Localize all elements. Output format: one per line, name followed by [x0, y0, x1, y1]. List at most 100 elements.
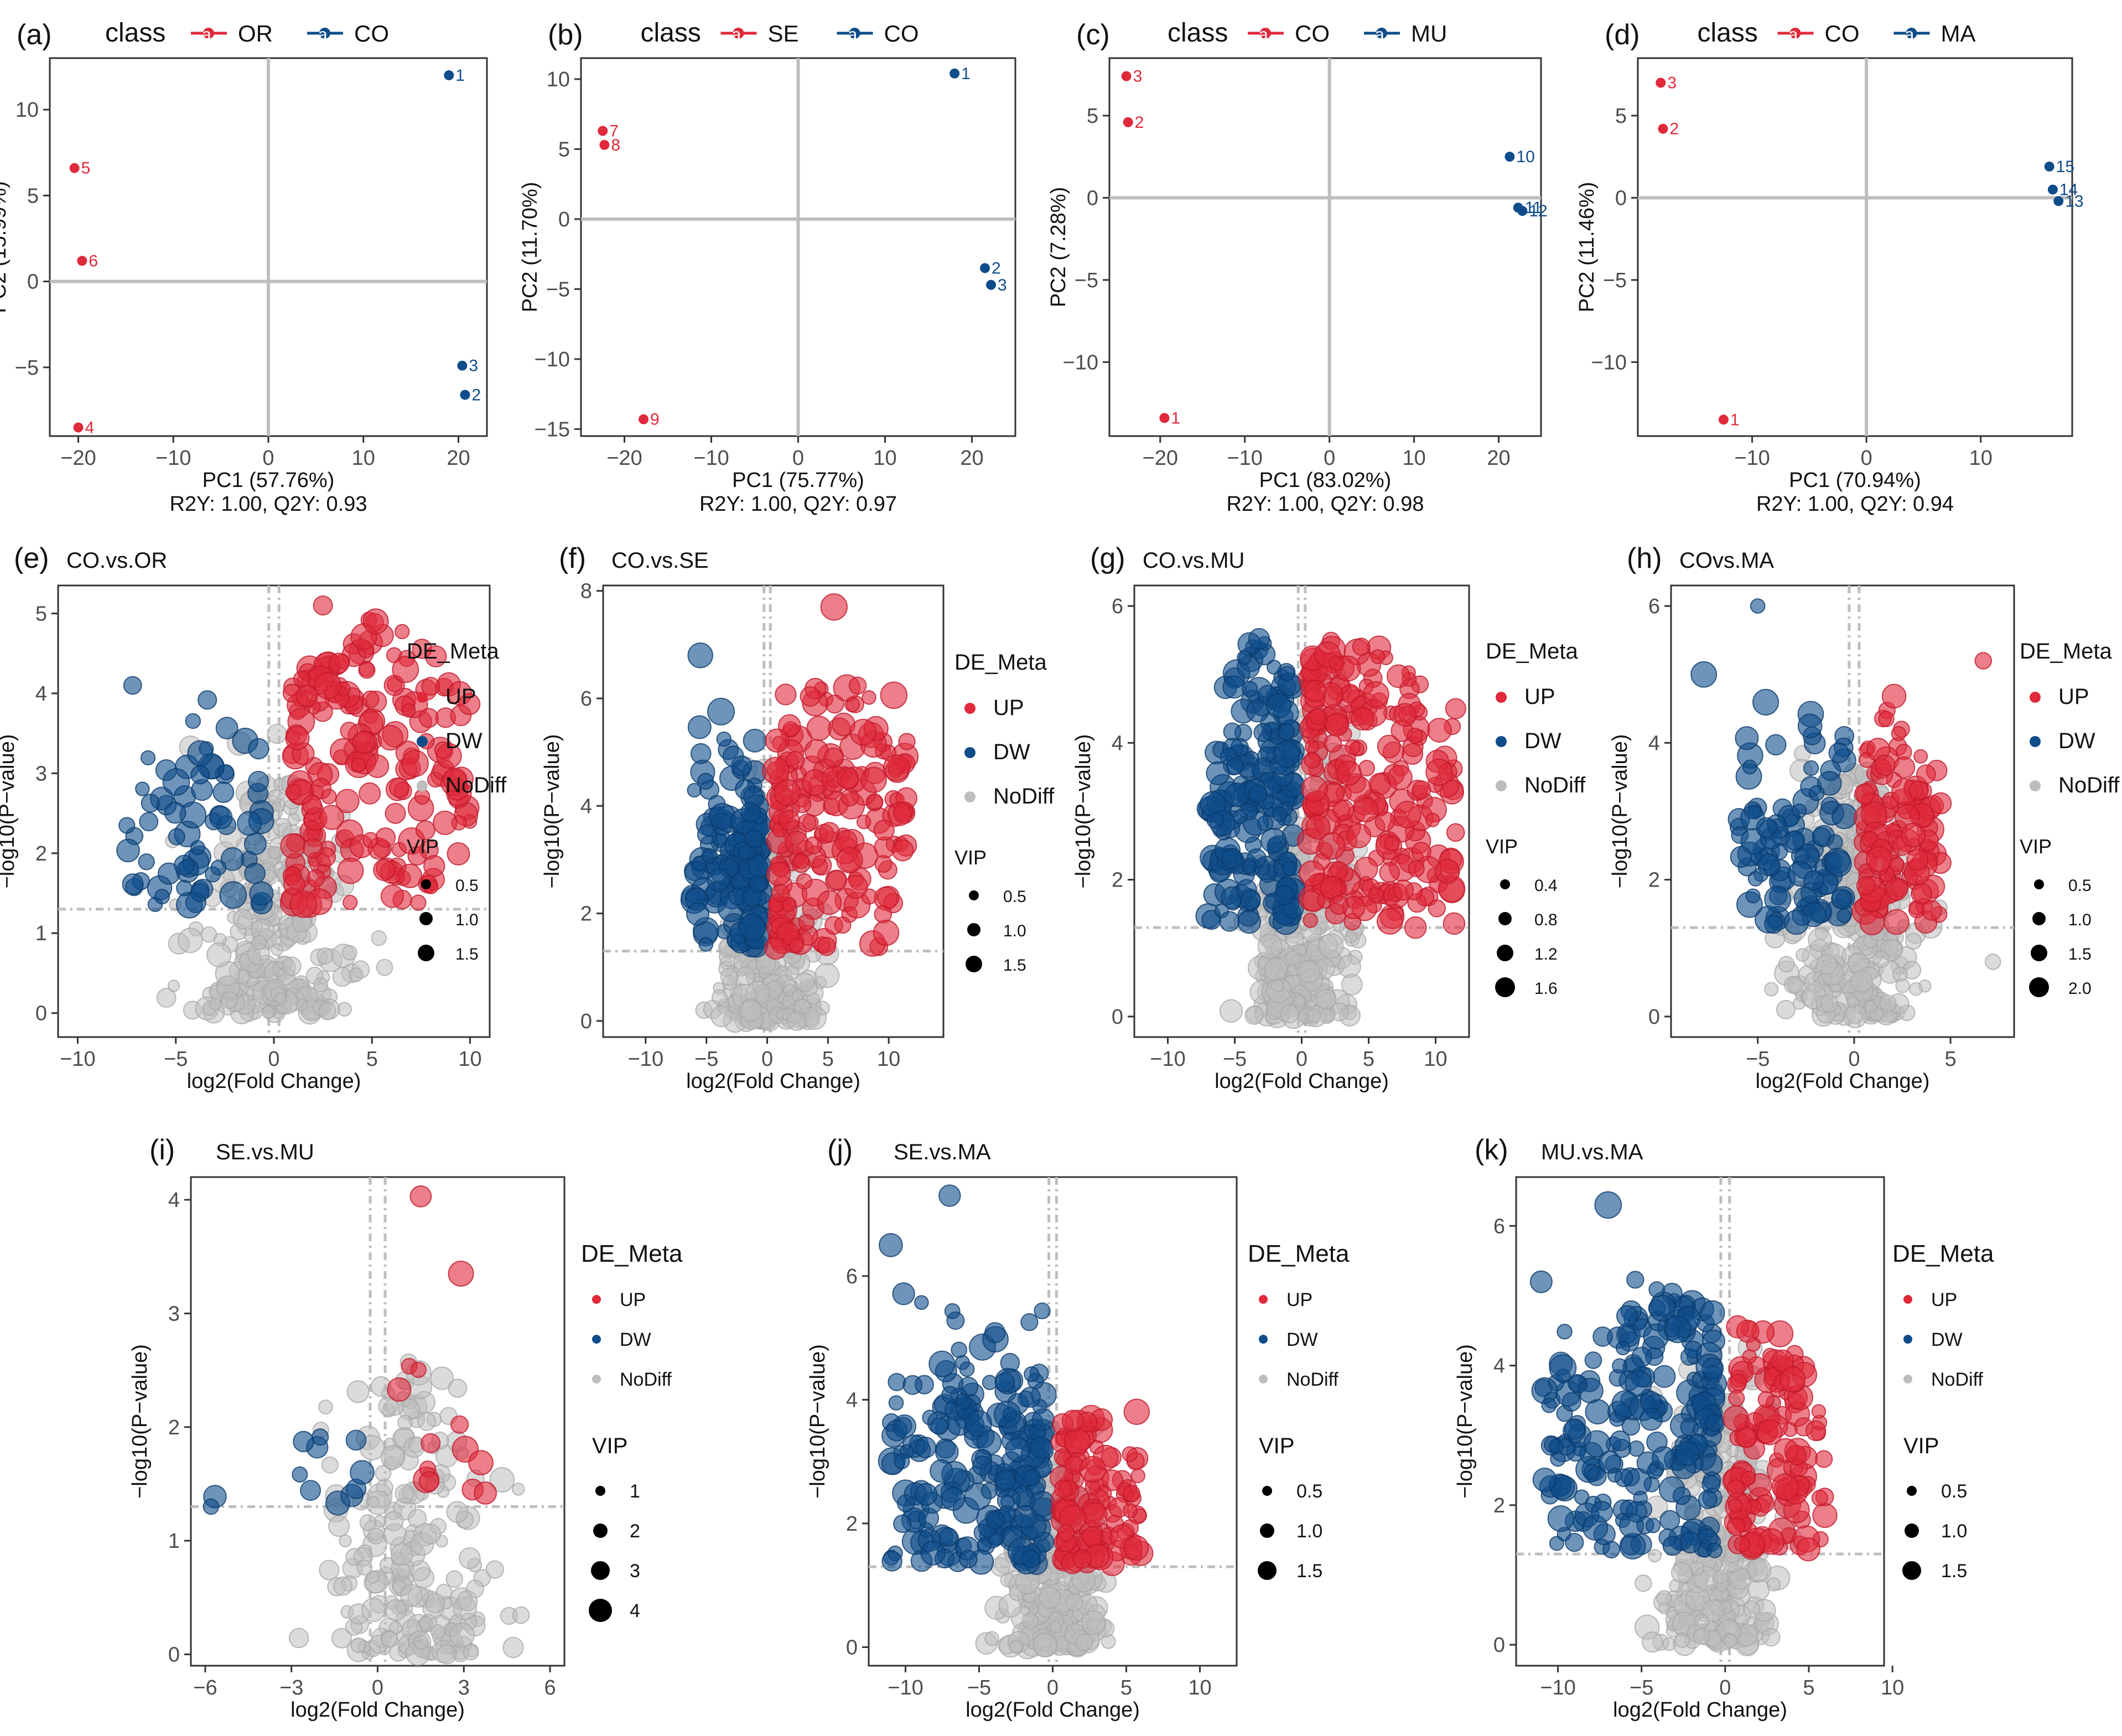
dw-point	[941, 1486, 965, 1511]
dw-point	[162, 768, 190, 796]
dw-point	[190, 840, 205, 856]
dw-point	[1621, 1417, 1641, 1436]
x-tick-label: −10	[1734, 447, 1770, 470]
panel-j: (j) −10 −5 0 5 10 0 2 4 6 log2(Fold Change) −log10(…	[806, 1134, 1350, 1722]
nodiff-point	[282, 956, 302, 976]
x-tick-label: 5	[1944, 1048, 1956, 1071]
sample-point	[598, 126, 608, 136]
dw-point	[1206, 761, 1230, 785]
up-point	[1123, 1484, 1140, 1502]
up-point	[1889, 857, 1905, 872]
size-legend-title: VIP	[592, 1434, 627, 1458]
dw-point	[176, 880, 193, 896]
nodiff-point	[1315, 988, 1337, 1010]
x-tick-label: 0	[262, 447, 274, 470]
nodiff-point	[1864, 1000, 1877, 1013]
nodiff-point	[367, 1495, 380, 1509]
x-tick-label: 20	[447, 447, 470, 470]
sample-label: 10	[1516, 148, 1534, 166]
dw-point	[1005, 1437, 1031, 1463]
legend-key-glyph: a	[732, 25, 741, 44]
y-tick-label: −10	[1063, 351, 1098, 374]
x-axis-label: log2(Fold Change)	[187, 1070, 361, 1093]
dw-point	[879, 1233, 903, 1257]
up-point	[1374, 811, 1395, 832]
dw-point	[1584, 1351, 1602, 1369]
x-axis-label: log2(Fold Change)	[686, 1070, 860, 1093]
up-point	[1376, 908, 1403, 935]
dw-point	[185, 713, 201, 729]
x-tick-label: 10	[352, 447, 375, 470]
up-point	[1427, 718, 1452, 743]
size-legend-label: 0.5	[1296, 1481, 1322, 1502]
legend-label: NoDiff	[2058, 773, 2120, 797]
legend-label: MA	[1941, 20, 1976, 46]
panel-f: (f) −10 −5 0 5 10 0 2 4 6 8 log2(Fold Change) −log10…	[541, 542, 1055, 1093]
y-tick-label: 2	[580, 903, 592, 926]
legend-label: UP	[2058, 685, 2089, 709]
up-point	[1309, 708, 1326, 725]
nodiff-point	[341, 945, 357, 961]
nodiff-point	[361, 1598, 386, 1623]
nodiff-point	[1747, 1558, 1772, 1583]
up-point	[891, 839, 914, 862]
dw-point	[1797, 713, 1823, 739]
sample-point	[444, 70, 454, 81]
dw-point	[139, 812, 159, 832]
up-point	[1082, 1502, 1108, 1528]
size-key-dot	[1500, 879, 1510, 889]
model-stats: R2Y: 1.00, Q2Y: 0.98	[1226, 493, 1424, 516]
legend-title: class	[1168, 18, 1228, 48]
size-legend-title: VIP	[407, 835, 439, 858]
size-key-dot	[967, 923, 980, 936]
size-legend-label: 1	[630, 1481, 640, 1502]
up-point	[1757, 1419, 1783, 1445]
nodiff-point	[1293, 994, 1306, 1008]
dw-point	[1757, 853, 1781, 877]
size-legend-label: 1.0	[1296, 1521, 1322, 1542]
panel-letter: (a)	[17, 19, 52, 51]
x-tick-label: 10	[458, 1048, 481, 1071]
nodiff-point	[371, 930, 387, 946]
sample-point	[1718, 414, 1729, 425]
up-point	[1304, 752, 1321, 769]
panel-a: (a) −20 −10 0 10 20 −5 0 5 10 PC1 (57.76%) PC2 (15.…	[0, 18, 488, 516]
up-point	[796, 873, 813, 890]
dw-point	[1237, 650, 1252, 665]
legend-key-dot	[319, 28, 330, 39]
size-key-dot	[1907, 1486, 1917, 1496]
dw-point	[1756, 817, 1777, 838]
up-point	[1299, 860, 1325, 887]
dw-point	[1626, 1501, 1648, 1523]
up-point	[1407, 727, 1424, 744]
dw-point	[293, 1431, 314, 1453]
legend-label: NoDiff	[1286, 1369, 1338, 1390]
x-tick-label: 20	[1487, 447, 1510, 470]
up-point	[1734, 1536, 1750, 1552]
nodiff-point	[512, 1606, 530, 1624]
dw-point	[892, 1282, 915, 1305]
legend-key-dot	[1906, 28, 1917, 39]
sample-point	[460, 390, 470, 400]
up-point	[1122, 1503, 1138, 1519]
dw-point	[1549, 1536, 1564, 1551]
legend-label: NoDiff	[993, 784, 1055, 809]
up-point	[1728, 1498, 1743, 1513]
dw-point	[1219, 911, 1240, 932]
x-tick-label: 5	[366, 1048, 378, 1071]
up-point	[421, 1433, 441, 1453]
sample-point	[1658, 123, 1668, 134]
x-tick-label: −6	[193, 1676, 217, 1699]
dw-point	[1698, 1490, 1718, 1510]
size-key-dot	[1262, 1486, 1272, 1496]
dw-point	[980, 1482, 998, 1500]
size-legend-label: 1.5	[455, 945, 479, 963]
dw-point	[1020, 1386, 1041, 1408]
nodiff-point	[1280, 1004, 1299, 1024]
up-point	[785, 830, 809, 855]
x-tick-label: 0	[268, 1048, 279, 1071]
panel-b: (b) −20 −10 0 10 20 −15 −10 −5 0 5 10 PC1 (75.77%) PC…	[518, 18, 1016, 516]
x-tick-label: 10	[1424, 1048, 1447, 1071]
dw-point	[1578, 1377, 1604, 1404]
nodiff-point	[177, 927, 203, 953]
